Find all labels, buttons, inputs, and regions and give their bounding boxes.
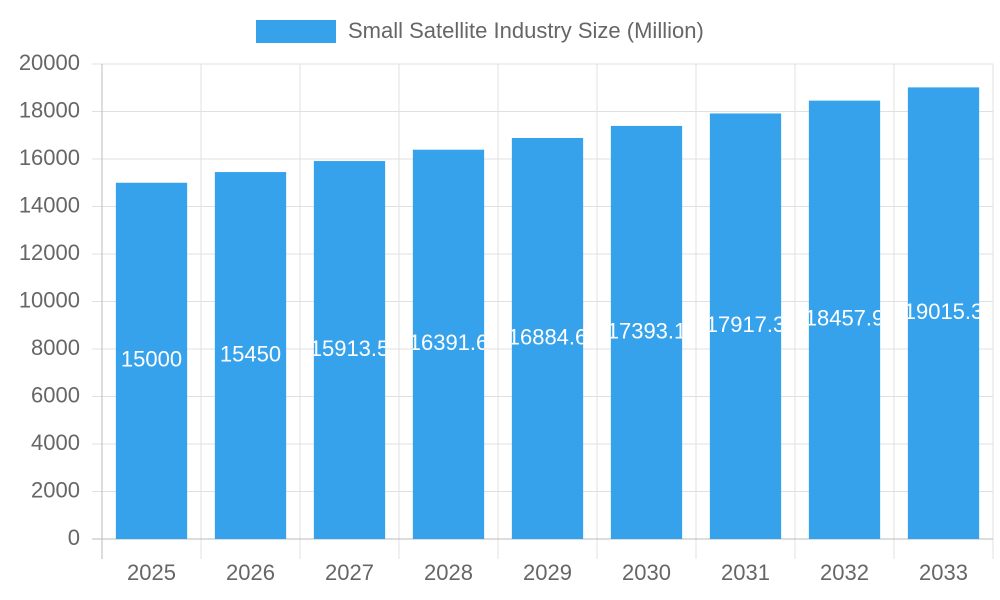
bar [313, 161, 386, 539]
value-label: 17393.1 [607, 318, 687, 343]
value-label: 17917.3 [706, 312, 786, 337]
y-tick-label: 16000 [19, 145, 80, 170]
y-tick-label: 2000 [31, 477, 80, 502]
x-tick-label: 2028 [424, 560, 473, 585]
x-tick-label: 2031 [721, 560, 770, 585]
bar [808, 100, 881, 539]
y-tick-label: 0 [68, 525, 80, 550]
value-label: 15913.5 [310, 336, 390, 361]
bar [115, 182, 188, 539]
x-tick-label: 2025 [127, 560, 176, 585]
legend-label: Small Satellite Industry Size (Million) [348, 18, 704, 43]
value-label: 15000 [121, 347, 182, 372]
value-label: 19015.3 [904, 299, 984, 324]
value-label: 18457.9 [805, 306, 885, 331]
bar [610, 125, 683, 539]
y-tick-label: 10000 [19, 287, 80, 312]
x-tick-label: 2027 [325, 560, 374, 585]
bar [511, 137, 584, 539]
x-tick-label: 2030 [622, 560, 671, 585]
x-tick-label: 2026 [226, 560, 275, 585]
y-tick-label: 8000 [31, 335, 80, 360]
value-label: 15450 [220, 341, 281, 366]
x-tick-label: 2033 [919, 560, 968, 585]
y-tick-label: 12000 [19, 240, 80, 265]
value-label: 16884.6 [508, 324, 588, 349]
x-tick-label: 2029 [523, 560, 572, 585]
y-tick-label: 4000 [31, 430, 80, 455]
y-tick-label: 6000 [31, 382, 80, 407]
y-tick-label: 14000 [19, 192, 80, 217]
x-tick-label: 2032 [820, 560, 869, 585]
bar [709, 113, 782, 540]
bar [907, 87, 980, 539]
bar [214, 172, 287, 539]
value-label: 16391.6 [409, 330, 489, 355]
legend-swatch [256, 20, 336, 43]
y-tick-label: 20000 [19, 50, 80, 75]
bar [412, 149, 485, 539]
y-tick-label: 18000 [19, 97, 80, 122]
